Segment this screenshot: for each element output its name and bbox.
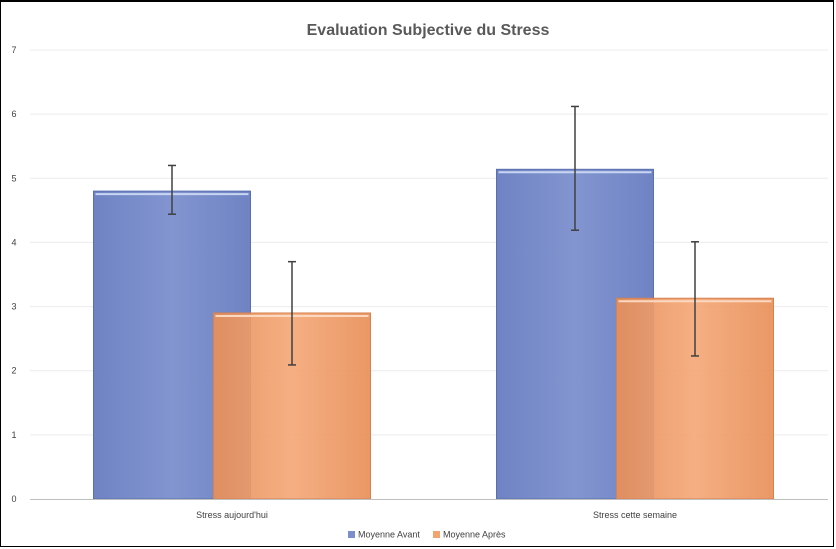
- y-tick-label: 5: [11, 173, 16, 183]
- legend-swatch: [348, 531, 355, 538]
- y-tick-label: 3: [11, 302, 16, 312]
- legend-label: Moyenne Avant: [358, 530, 420, 540]
- y-tick-label: 4: [11, 237, 16, 247]
- category-labels: Stress aujourd'hui Stress cette semaine: [196, 510, 677, 520]
- chart-title: Evaluation Subjective du Stress: [307, 22, 550, 39]
- y-tick-label: 1: [11, 430, 16, 440]
- y-tick-label: 0: [11, 494, 16, 504]
- legend: Moyenne Avant Moyenne Après: [348, 530, 506, 540]
- bars: [93, 168, 774, 500]
- y-tick-label: 7: [11, 45, 16, 55]
- category-label: Stress aujourd'hui: [196, 510, 268, 520]
- y-axis-ticks: 0 1 2 3 4 5 6 7: [11, 45, 16, 504]
- category-label: Stress cette semaine: [593, 510, 677, 520]
- error-bars: [168, 105, 699, 366]
- legend-label: Moyenne Après: [443, 530, 506, 540]
- y-tick-label: 2: [11, 366, 16, 376]
- y-tick-label: 6: [11, 109, 16, 119]
- legend-swatch: [433, 531, 440, 538]
